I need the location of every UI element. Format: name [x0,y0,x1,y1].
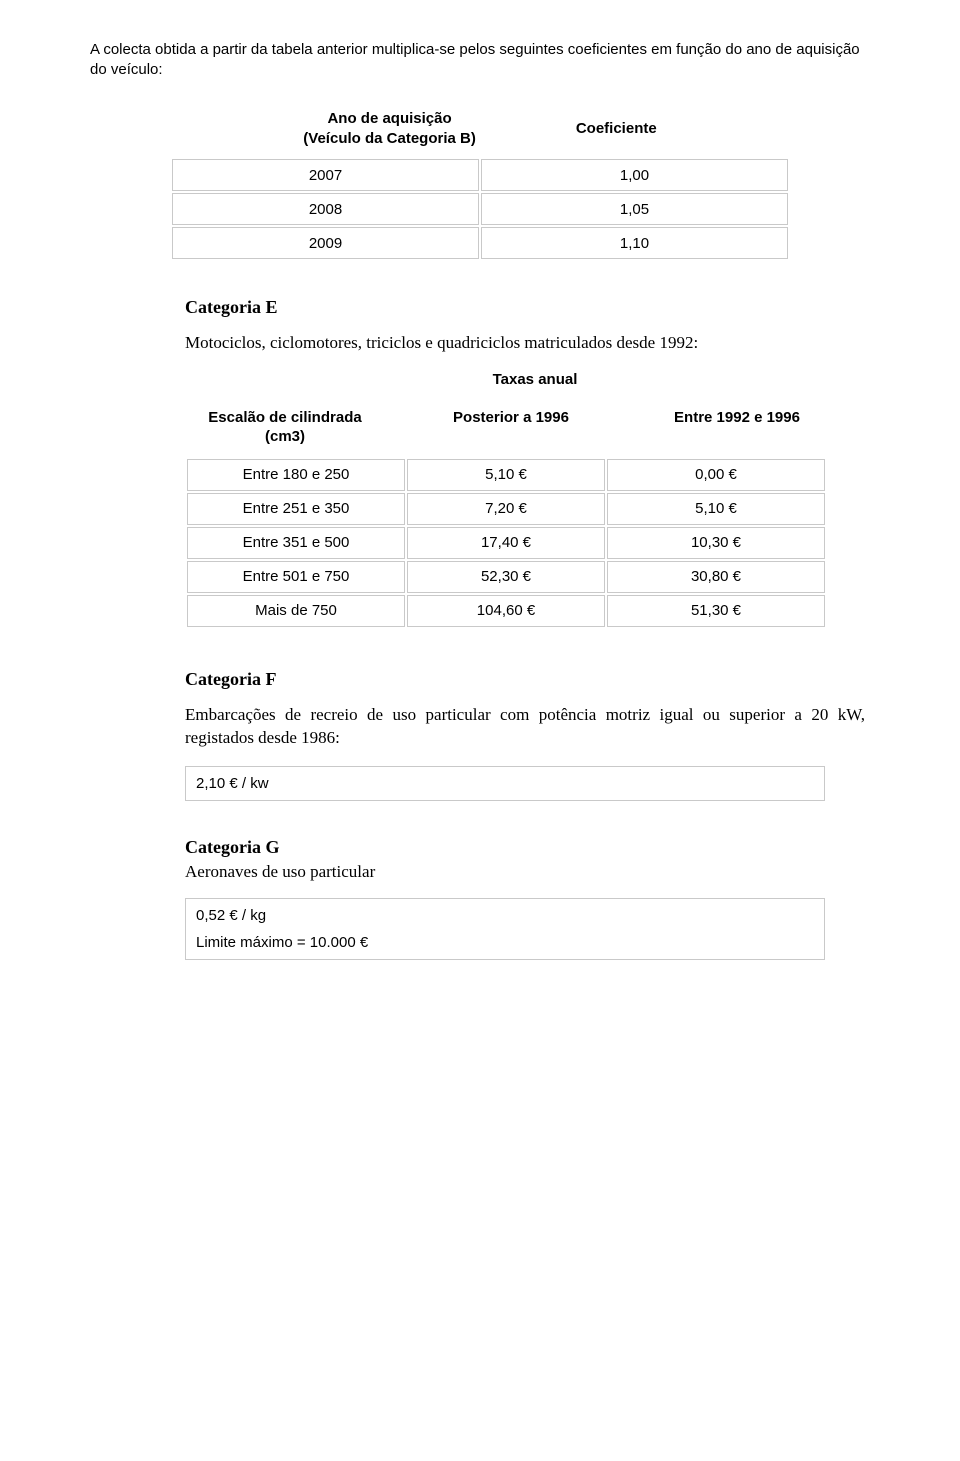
cat-e-desc: Motociclos, ciclomotores, triciclos e qu… [185,332,865,355]
cil-range: Entre 501 e 750 [187,561,405,593]
table-row: Entre 501 e 750 52,30 € 30,80 € [187,561,825,593]
coef-year: 2009 [172,227,479,259]
cil-range: Entre 351 e 500 [187,527,405,559]
cat-f-title: Categoria F [185,669,865,690]
cil-header-col1: Escalão de cilindrada (cm3) [185,408,385,447]
cil-v2: 0,00 € [607,459,825,491]
cat-f-desc: Embarcações de recreio de uso particular… [185,704,865,750]
cil-header-col1-line2: (cm3) [265,428,305,445]
cil-table: Entre 180 e 250 5,10 € 0,00 € Entre 251 … [185,457,827,629]
coef-header-right: Coeficiente [576,109,657,150]
cil-v2: 10,30 € [607,527,825,559]
cat-g-sub: Aeronaves de uso particular [185,862,865,882]
cil-v1: 17,40 € [407,527,605,559]
cil-v1: 7,20 € [407,493,605,525]
table-row: Entre 180 e 250 5,10 € 0,00 € [187,459,825,491]
table-row: 2008 1,05 [172,193,788,225]
cat-f-box: 2,10 € / kw [185,766,825,801]
coef-year: 2008 [172,193,479,225]
cil-v2: 30,80 € [607,561,825,593]
table-row: Entre 351 e 500 17,40 € 10,30 € [187,527,825,559]
coef-header: Ano de aquisição (Veículo da Categoria B… [130,109,830,150]
cil-range: Mais de 750 [187,595,405,627]
coef-header-left: Ano de aquisição (Veículo da Categoria B… [303,109,476,150]
cil-header: Escalão de cilindrada (cm3) Posterior a … [185,408,865,447]
table-row: 2007 1,00 [172,159,788,191]
cil-v1: 5,10 € [407,459,605,491]
coef-value: 1,05 [481,193,788,225]
cat-e-title: Categoria E [185,297,865,318]
coef-header-left-line2: (Veículo da Categoria B) [303,130,476,147]
taxas-label: Taxas anual [435,371,635,388]
cil-header-col1-line1: Escalão de cilindrada [208,409,361,426]
cil-range: Entre 180 e 250 [187,459,405,491]
cil-v2: 5,10 € [607,493,825,525]
intro-text: A colecta obtida a partir da tabela ante… [90,40,870,81]
cil-header-col2: Posterior a 1996 [421,408,601,447]
cil-v1: 52,30 € [407,561,605,593]
table-row: Entre 251 e 350 7,20 € 5,10 € [187,493,825,525]
coef-header-left-line1: Ano de aquisição [327,110,451,127]
table-row: Mais de 750 104,60 € 51,30 € [187,595,825,627]
coef-year: 2007 [172,159,479,191]
cat-g-box-line1: 0,52 € / kg [196,907,814,924]
coef-value: 1,10 [481,227,788,259]
coef-table: 2007 1,00 2008 1,05 2009 1,10 [170,157,790,261]
cil-v1: 104,60 € [407,595,605,627]
cat-g-title: Categoria G [185,837,865,858]
cil-range: Entre 251 e 350 [187,493,405,525]
cil-v2: 51,30 € [607,595,825,627]
coef-value: 1,00 [481,159,788,191]
table-row: 2009 1,10 [172,227,788,259]
cil-header-col3: Entre 1992 e 1996 [637,408,837,447]
cat-g-box: 0,52 € / kg Limite máximo = 10.000 € [185,898,825,960]
cat-g-box-line2: Limite máximo = 10.000 € [196,934,814,951]
